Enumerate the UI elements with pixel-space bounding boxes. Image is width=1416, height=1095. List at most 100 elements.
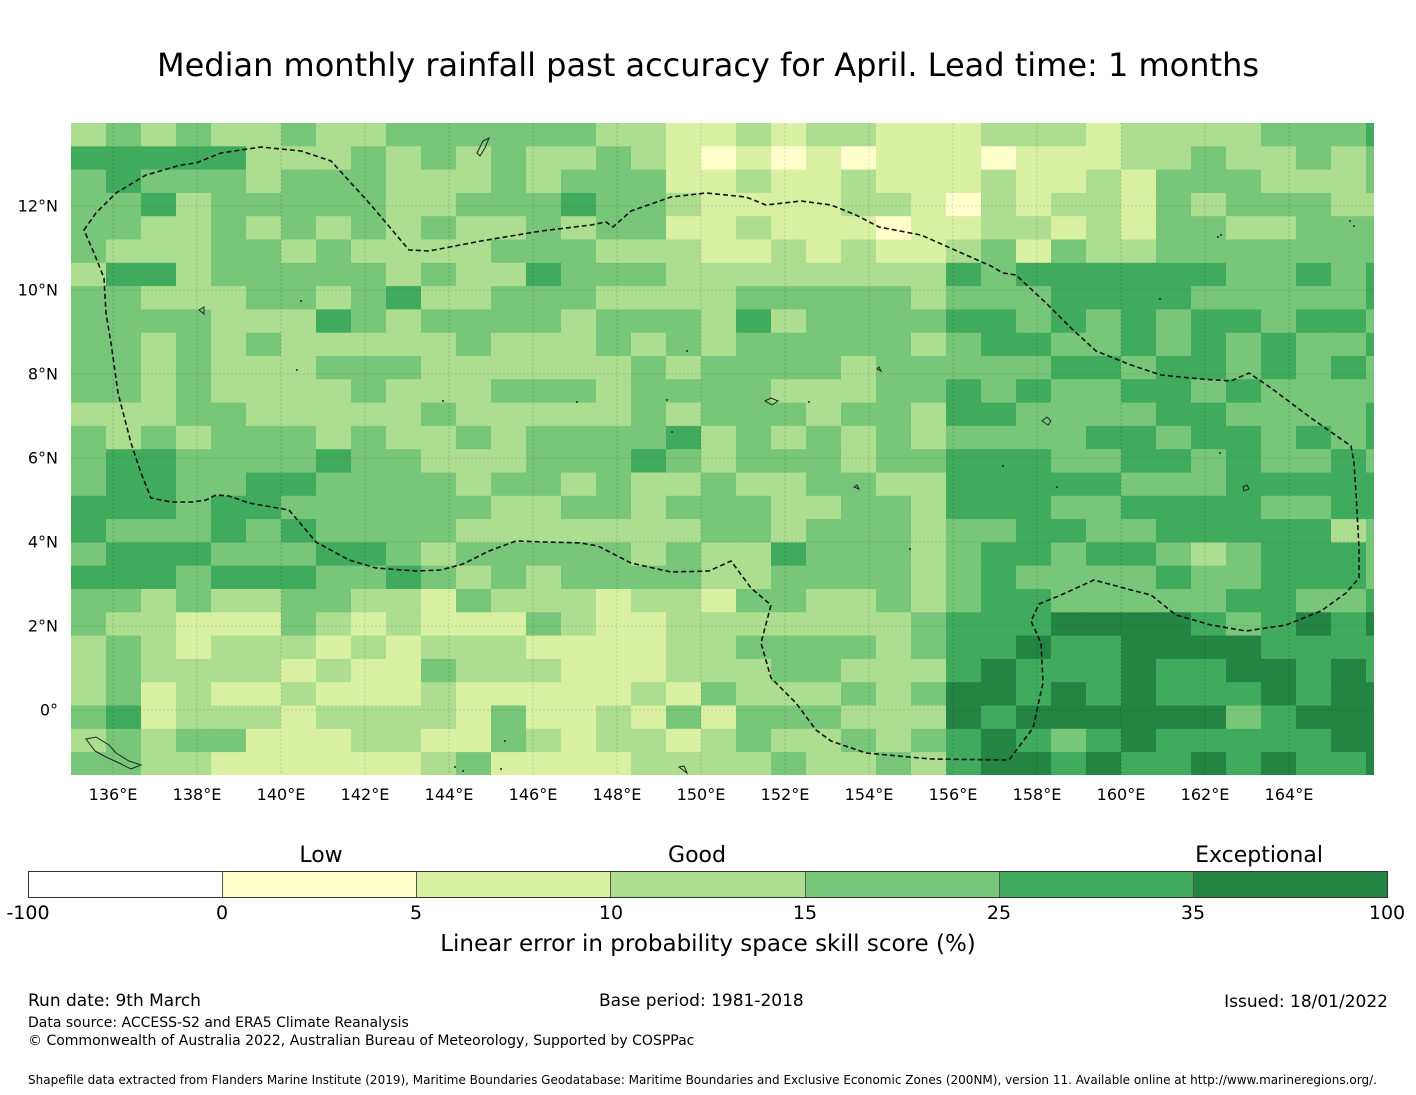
grid-cell xyxy=(701,635,737,660)
grid-cell xyxy=(631,449,667,474)
islet-dot xyxy=(666,399,668,401)
grid-cell xyxy=(246,425,282,450)
grid-cell xyxy=(981,658,1017,683)
grid-cell xyxy=(946,402,982,427)
colorbar xyxy=(28,871,1388,898)
coastline-island xyxy=(198,306,205,316)
grid-cell xyxy=(1051,332,1087,357)
grid-cell xyxy=(631,239,667,264)
grid-cell xyxy=(106,542,142,567)
colorbar-segment xyxy=(417,872,612,897)
grid-cell xyxy=(316,565,352,590)
grid-cell xyxy=(491,123,527,147)
grid-cell xyxy=(876,542,912,567)
grid-cell xyxy=(1191,728,1227,753)
grid-cell xyxy=(351,192,387,217)
grid-cell xyxy=(1261,169,1297,194)
grid-cell xyxy=(281,123,317,147)
grid-cell xyxy=(1156,192,1192,217)
grid-cell xyxy=(246,449,282,474)
grid-cell xyxy=(736,635,772,660)
grid-cell xyxy=(701,309,737,334)
islet-dot xyxy=(462,770,464,772)
grid-cell xyxy=(71,286,107,310)
grid-cell xyxy=(806,472,842,497)
grid-cell xyxy=(1296,123,1332,147)
grid-cell xyxy=(141,472,177,497)
islet-dot xyxy=(808,401,810,403)
grid-cell xyxy=(1191,379,1227,404)
grid-cell xyxy=(1366,705,1374,730)
grid-cell xyxy=(456,239,492,264)
grid-cell xyxy=(386,123,422,147)
grid-cell xyxy=(701,192,737,217)
grid-cell xyxy=(491,356,527,380)
grid-cell xyxy=(841,332,877,357)
run-date: Run date: 9th March xyxy=(28,991,201,1011)
islet-dot xyxy=(1349,220,1351,222)
grid-cell xyxy=(876,728,912,753)
grid-cell xyxy=(911,239,947,264)
grid-cell xyxy=(141,146,177,171)
grid-cell xyxy=(246,542,282,567)
grid-cell xyxy=(1261,286,1297,310)
grid-cell xyxy=(491,332,527,357)
grid-cell xyxy=(771,682,807,707)
grid-cell xyxy=(281,612,317,637)
grid-cell xyxy=(71,146,107,171)
grid-cell xyxy=(631,262,667,287)
grid-cell xyxy=(771,612,807,637)
grid-cell xyxy=(491,402,527,427)
grid-cell xyxy=(1121,425,1157,450)
grid-cell xyxy=(1331,565,1367,590)
islet-dot xyxy=(1159,298,1161,300)
grid-cell xyxy=(1366,682,1374,707)
grid-cell xyxy=(806,542,842,567)
grid-cell xyxy=(1331,728,1367,753)
grid-cell xyxy=(1331,425,1367,450)
grid-cell xyxy=(456,262,492,287)
grid-cell xyxy=(421,542,457,567)
grid-cell xyxy=(491,239,527,264)
grid-cell xyxy=(1121,658,1157,683)
grid-cell xyxy=(806,309,842,334)
lon-tick-142e: 142°E xyxy=(340,785,390,804)
grid-cell xyxy=(876,565,912,590)
grid-cell xyxy=(771,519,807,543)
grid-cell xyxy=(981,425,1017,450)
grid-cell xyxy=(1366,728,1374,753)
grid-cell xyxy=(456,542,492,567)
legend-category-exceptional: Exceptional xyxy=(1195,843,1323,868)
grid-cell xyxy=(1191,565,1227,590)
grid-cell xyxy=(1016,216,1052,241)
grid-cell xyxy=(1366,309,1374,334)
grid-cell xyxy=(596,728,632,753)
grid-cell xyxy=(666,239,702,264)
grid-cell xyxy=(316,356,352,380)
grid-cell xyxy=(316,309,352,334)
grid-cell xyxy=(561,612,597,637)
grid-cell xyxy=(526,379,562,404)
grid-cell xyxy=(806,262,842,287)
grid-cell xyxy=(246,612,282,637)
grid-cell xyxy=(911,728,947,753)
grid-cell xyxy=(1156,239,1192,264)
grid-cell xyxy=(281,192,317,217)
grid-cell xyxy=(1156,286,1192,310)
grid-cell xyxy=(316,239,352,264)
grid-cell xyxy=(106,635,142,660)
grid-cell xyxy=(806,123,842,147)
grid-cell xyxy=(701,216,737,241)
grid-cell xyxy=(1331,402,1367,427)
grid-cell xyxy=(526,682,562,707)
grid-cell xyxy=(1296,752,1332,775)
grid-cell xyxy=(1366,425,1374,450)
grid-cell xyxy=(491,379,527,404)
grid-cell xyxy=(806,146,842,171)
grid-cell xyxy=(1226,495,1262,520)
grid-cell xyxy=(141,192,177,217)
grid-cell xyxy=(421,356,457,380)
grid-cell xyxy=(1051,402,1087,427)
coastline-island xyxy=(677,765,689,775)
grid-cell xyxy=(1261,262,1297,287)
